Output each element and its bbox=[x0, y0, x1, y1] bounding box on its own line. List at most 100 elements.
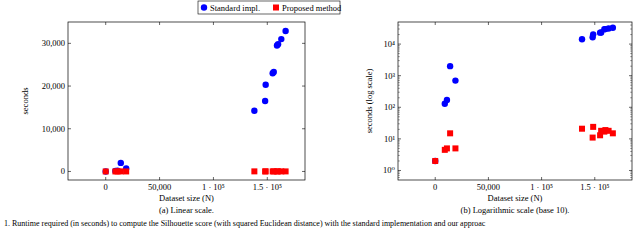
y-tick-label: 10⁴ bbox=[384, 39, 396, 49]
point bbox=[278, 36, 284, 42]
point bbox=[103, 168, 109, 174]
x-tick bbox=[159, 22, 160, 25]
x-tick-label: 50,000 bbox=[148, 182, 171, 192]
y-tick bbox=[68, 128, 71, 129]
point bbox=[282, 28, 288, 34]
point bbox=[283, 168, 289, 174]
x-tick-label: 1.5 · 10⁵ bbox=[580, 182, 609, 192]
point bbox=[251, 108, 257, 114]
legend-marker bbox=[273, 5, 279, 11]
legend-label: Proposed method bbox=[282, 3, 342, 13]
y-tick bbox=[398, 138, 401, 139]
legend: Standard impl. Proposed method bbox=[198, 1, 342, 14]
y-tick bbox=[398, 75, 401, 76]
x-tick bbox=[213, 22, 214, 25]
y-tick-label: 10² bbox=[384, 102, 396, 112]
subtitle: (b) Logarithmic scale (base 10). bbox=[461, 205, 570, 215]
y-axis-label: seconds (log scale) bbox=[364, 68, 374, 133]
x-tick bbox=[159, 177, 160, 180]
point bbox=[579, 36, 585, 42]
point bbox=[118, 168, 124, 174]
y-tick-label: 10,000 bbox=[42, 124, 65, 134]
y-tick bbox=[398, 44, 401, 45]
point bbox=[444, 97, 450, 103]
y-tick bbox=[302, 86, 305, 87]
y-tick bbox=[302, 171, 305, 172]
y-tick bbox=[398, 170, 401, 171]
legend-marker bbox=[201, 4, 207, 10]
x-tick-label: 1 · 10⁵ bbox=[202, 182, 225, 192]
point bbox=[103, 168, 109, 174]
marks bbox=[103, 28, 289, 175]
point bbox=[123, 168, 129, 174]
point bbox=[251, 168, 257, 174]
caption: 1. Runtime required (in seconds) to comp… bbox=[4, 219, 486, 228]
x-tick bbox=[435, 177, 436, 180]
x-tick-label: 0 bbox=[433, 182, 437, 192]
point bbox=[263, 168, 269, 174]
panel: 0 50,000 1 · 10⁵ 1.5 · 10⁵ 10⁰ 10¹ 10² 10³ 10⁴ Da… bbox=[364, 22, 632, 215]
x-tick bbox=[488, 177, 489, 180]
y-tick-label: 10⁰ bbox=[383, 165, 396, 175]
point bbox=[444, 145, 450, 151]
x-tick bbox=[105, 177, 106, 180]
y-tick bbox=[629, 138, 632, 139]
point bbox=[118, 160, 124, 166]
point bbox=[262, 168, 268, 174]
x-tick bbox=[488, 22, 489, 25]
panel: 0 50,000 1 · 10⁵ 1.5 · 10⁵ 0 10,000 20,000 30,0… bbox=[20, 22, 305, 215]
marks bbox=[432, 25, 616, 165]
y-tick bbox=[398, 107, 401, 108]
y-tick bbox=[302, 43, 305, 44]
y-tick-label: 30,000 bbox=[42, 38, 65, 48]
y-tick-label: 10³ bbox=[384, 71, 396, 81]
point bbox=[452, 77, 458, 83]
x-tick bbox=[541, 177, 542, 180]
x-tick bbox=[594, 22, 595, 25]
x-tick bbox=[594, 177, 595, 180]
x-tick bbox=[267, 177, 268, 180]
plot-frame bbox=[68, 22, 305, 180]
point bbox=[447, 63, 453, 69]
y-tick-label: 20,000 bbox=[42, 81, 65, 91]
y-tick-label: 0 bbox=[61, 166, 65, 176]
x-tick bbox=[267, 22, 268, 25]
y-tick bbox=[629, 107, 632, 108]
x-tick-label: 1.5 · 10⁵ bbox=[253, 182, 282, 192]
point bbox=[432, 158, 438, 164]
point bbox=[579, 126, 585, 132]
y-tick bbox=[629, 44, 632, 45]
x-tick bbox=[435, 22, 436, 25]
y-tick bbox=[302, 128, 305, 129]
subtitle: (a) Linear scale. bbox=[159, 205, 214, 215]
point bbox=[590, 31, 596, 37]
y-tick bbox=[68, 86, 71, 87]
point bbox=[262, 82, 268, 88]
point bbox=[610, 130, 616, 136]
figure: 0 50,000 1 · 10⁵ 1.5 · 10⁵ 0 10,000 20,000 30,0… bbox=[0, 0, 640, 229]
point bbox=[262, 98, 268, 104]
y-axis-label: seconds bbox=[20, 88, 30, 115]
y-tick bbox=[629, 170, 632, 171]
x-tick bbox=[541, 22, 542, 25]
point bbox=[590, 135, 596, 141]
x-tick-label: 1 · 10⁵ bbox=[530, 182, 553, 192]
x-axis-label: Dataset size (N) bbox=[159, 193, 214, 203]
y-tick-label: 10¹ bbox=[384, 134, 396, 144]
x-tick-label: 50,000 bbox=[477, 182, 500, 192]
x-tick-label: 0 bbox=[104, 182, 108, 192]
point bbox=[590, 124, 596, 130]
y-tick bbox=[68, 171, 71, 172]
legend-label: Standard impl. bbox=[210, 3, 260, 13]
point bbox=[432, 158, 438, 164]
x-tick bbox=[213, 177, 214, 180]
point bbox=[447, 130, 453, 136]
point bbox=[452, 145, 458, 151]
point bbox=[271, 69, 277, 75]
x-tick bbox=[105, 22, 106, 25]
y-tick bbox=[629, 75, 632, 76]
x-axis-label: Dataset size (N) bbox=[488, 193, 543, 203]
point bbox=[610, 25, 616, 31]
y-tick bbox=[68, 43, 71, 44]
plot-frame bbox=[398, 22, 632, 180]
